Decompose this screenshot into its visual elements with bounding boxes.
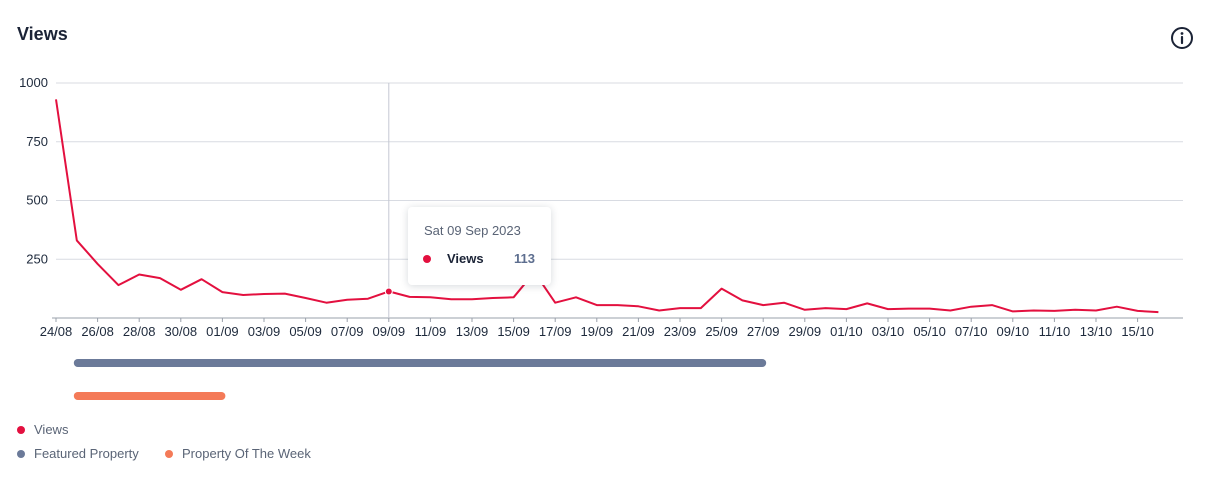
legend-item-property-of-the-week[interactable]: Property Of The Week <box>165 446 311 461</box>
x-tick-label: 24/08 <box>40 324 73 339</box>
x-tick-label: 30/08 <box>165 324 198 339</box>
x-tick-label: 03/09 <box>248 324 281 339</box>
chart-title: Views <box>17 24 68 44</box>
legend-dot-property-of-the-week <box>165 449 173 458</box>
legend-label-views: Views <box>34 422 69 437</box>
highlight-point <box>384 287 393 296</box>
x-tick-label: 13/09 <box>456 324 489 339</box>
x-tick-label: 19/09 <box>581 324 614 339</box>
tooltip-value: 113 <box>514 251 535 266</box>
x-tick-label: 09/10 <box>997 324 1030 339</box>
legend-dot-views <box>17 425 25 434</box>
x-tick-label: 05/10 <box>913 324 946 339</box>
legend-label-property-of-the-week: Property Of The Week <box>182 446 311 461</box>
x-tick-label: 25/09 <box>705 324 738 339</box>
x-tick-label: 15/09 <box>497 324 530 339</box>
x-tick-label: 17/09 <box>539 324 572 339</box>
x-tick-label: 11/10 <box>1039 324 1071 339</box>
tooltip-series-label: Views <box>447 251 484 266</box>
x-tick-label: 21/09 <box>622 324 655 339</box>
x-tick-label: 28/08 <box>123 324 156 339</box>
x-tick-label: 23/09 <box>664 324 697 339</box>
x-tick-label: 15/10 <box>1121 324 1154 339</box>
legend-label-featured-property: Featured Property <box>34 446 139 461</box>
views-series-line <box>55 99 1159 314</box>
tooltip-date: Sat 09 Sep 2023 <box>424 223 521 238</box>
y-tick-label: 250 <box>26 251 48 266</box>
x-tick-label: 07/10 <box>955 324 988 339</box>
x-tick-label: 03/10 <box>872 324 905 339</box>
legend-dot-featured-property <box>17 449 25 458</box>
info-icon[interactable] <box>1170 26 1194 50</box>
x-tick-label: 01/10 <box>830 324 863 339</box>
y-tick-label: 500 <box>26 193 48 208</box>
x-tick-label: 13/10 <box>1080 324 1113 339</box>
x-tick-label: 01/09 <box>206 324 239 339</box>
legend-item-featured-property[interactable]: Featured Property <box>17 446 139 461</box>
tooltip-series-dot <box>423 255 431 263</box>
x-tick-label: 27/09 <box>747 324 780 339</box>
x-tick-label: 11/09 <box>415 324 447 339</box>
x-tick-label: 07/09 <box>331 324 364 339</box>
x-tick-label: 29/09 <box>789 324 822 339</box>
x-tick-label: 26/08 <box>81 324 114 339</box>
legend-item-views[interactable]: Views <box>17 422 68 437</box>
x-tick-label: 09/09 <box>373 324 406 339</box>
y-tick-label: 1000 <box>19 75 48 90</box>
chart-tooltip: Sat 09 Sep 2023 Views 113 <box>408 207 551 285</box>
x-tick-label: 05/09 <box>289 324 322 339</box>
y-tick-label: 750 <box>26 134 48 149</box>
